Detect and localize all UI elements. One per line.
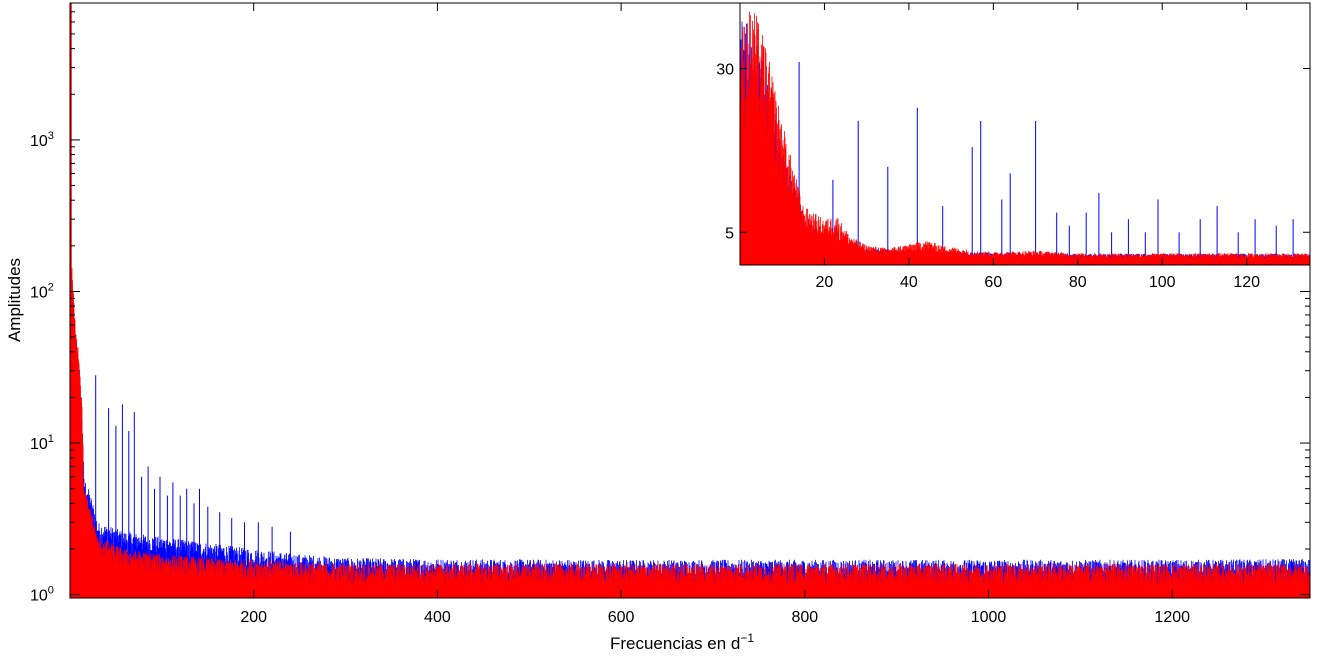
inset-plot-frame [739, 2, 1311, 266]
main-ticks-group: 200 400 600 800 1000 1200 100 101 102 103 [30, 2, 1310, 626]
y-tick-label: 100 [30, 585, 54, 605]
x-tick-label: 1200 [1154, 609, 1190, 626]
y-axis-label: Amplitudes [5, 258, 24, 342]
inset-x-tick-label: 60 [984, 274, 1002, 291]
main-plot: 200 400 600 800 1000 1200 100 101 102 103 Frecuen… [5, 2, 1311, 653]
x-axis-label: Frecuencias en d−1 [610, 631, 754, 653]
x-axis-label-superscript: −1 [740, 631, 754, 645]
inset-x-tick-label: 120 [1233, 274, 1260, 291]
inset-x-tick-label: 100 [1149, 274, 1176, 291]
x-tick-label: 400 [424, 609, 451, 626]
x-tick-label: 1000 [971, 609, 1007, 626]
x-tick-label: 800 [791, 609, 818, 626]
inset-x-tick-label: 20 [816, 274, 834, 291]
y-tick-label: 101 [30, 433, 54, 453]
inset-y-tick-label: 30 [716, 62, 734, 79]
inset-y-tick-label: 5 [725, 225, 734, 242]
y-tick-label: 102 [30, 281, 54, 301]
y-tick-label: 103 [30, 130, 54, 150]
inset-x-tick-label: 40 [900, 274, 918, 291]
main-series-group [70, 3, 1310, 598]
x-tick-label: 600 [608, 609, 635, 626]
inset-background [740, 3, 1310, 265]
x-axis-label-text: Frecuencias en d [610, 634, 740, 653]
inset-plot: 20 40 60 80 100 120 5 30 [716, 2, 1311, 291]
x-tick-label: 200 [240, 609, 267, 626]
inset-x-tick-label: 80 [1069, 274, 1087, 291]
main-plot-frame [69, 2, 1311, 599]
inset-ticks-group: 20 40 60 80 100 120 5 30 [716, 3, 1310, 291]
